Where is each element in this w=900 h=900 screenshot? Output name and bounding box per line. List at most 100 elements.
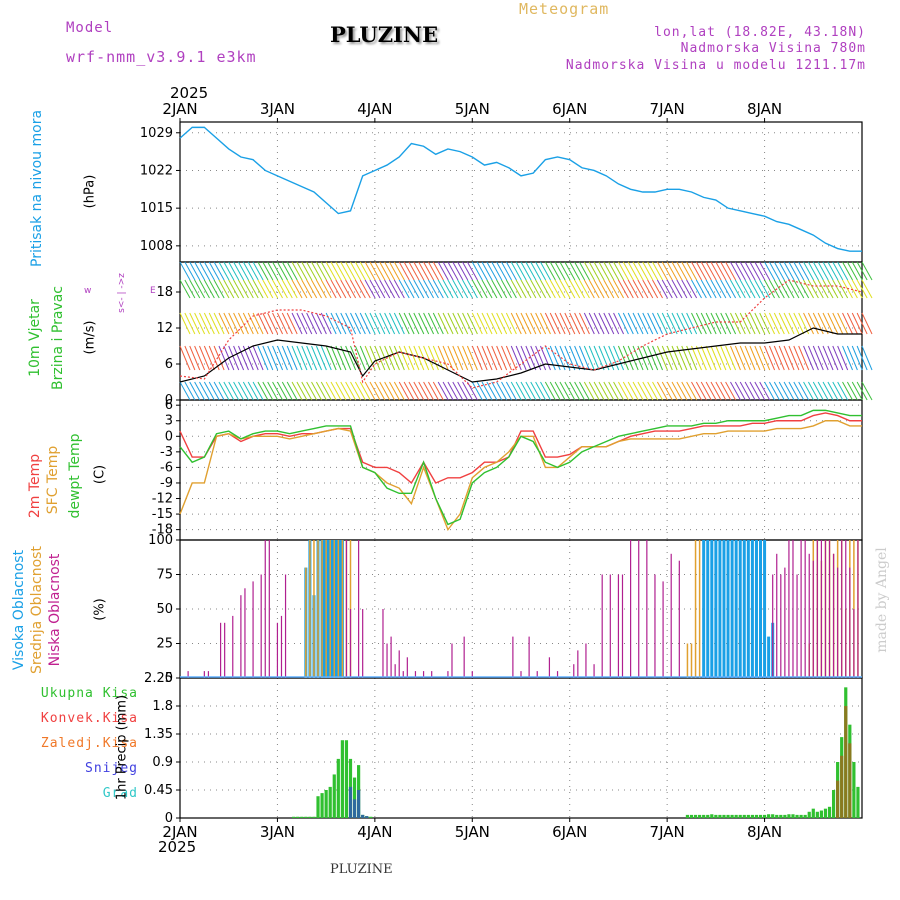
wind-barb (359, 345, 371, 371)
wind-barb (749, 261, 761, 281)
wind-barb (291, 261, 303, 281)
precip-total-bar (344, 740, 349, 818)
wind-barb (822, 261, 834, 281)
cloud-low-bar (362, 609, 364, 678)
x-tick-label-bottom: 5JAN (455, 823, 490, 841)
wind-barb (389, 279, 400, 299)
footer-station: PLUZINE (330, 862, 393, 877)
precip-total-bar (312, 816, 316, 818)
wind-barb (452, 261, 464, 281)
cloud-low-bar (780, 574, 782, 678)
cloud-mid-bar (686, 643, 689, 678)
wind-barb (213, 279, 225, 299)
wind-barb (320, 261, 332, 281)
y-tick-label: -6 (160, 460, 173, 475)
wind-barb (257, 345, 269, 371)
wind-barb (642, 381, 654, 401)
wind-barb (403, 279, 415, 299)
wind-barb (778, 345, 790, 371)
precip-total-bar (803, 814, 807, 818)
wind-barb (199, 381, 210, 401)
wind-barb (666, 312, 678, 335)
wind-barb (812, 261, 824, 281)
wind-barb (486, 261, 498, 281)
wind-barb (403, 312, 415, 335)
wind-barb (218, 279, 230, 299)
wind-barb (374, 312, 386, 335)
wind-barb (179, 312, 191, 335)
wind-barb (798, 381, 810, 401)
wind-barb (564, 261, 576, 281)
wind-barb (564, 345, 576, 371)
cloud-high-bar (710, 540, 714, 678)
cloud-low-bar (431, 671, 433, 678)
wind-barb (764, 345, 776, 371)
wind-barb (189, 381, 201, 401)
wind-barb (281, 381, 293, 401)
wind-barb (471, 381, 483, 401)
wind-barb (252, 261, 264, 281)
wind-barb (691, 381, 702, 401)
wind-barb (247, 312, 259, 335)
wind-barb (496, 345, 508, 371)
wind-barb (720, 381, 732, 401)
wind-barb (798, 345, 810, 371)
precip-ice-bar (844, 706, 848, 818)
cloud-low-bar (280, 615, 283, 678)
wind-barb (311, 381, 322, 401)
wind-barb (535, 381, 547, 401)
wind-barb (252, 312, 264, 335)
wind-barb (359, 279, 371, 299)
wind-barb (354, 381, 366, 401)
wind-barb (189, 345, 201, 371)
cloud-low-bar (788, 540, 790, 678)
wind-barb (354, 279, 366, 299)
wind-barb (574, 312, 586, 335)
x-tick-label-bottom: 3JAN (260, 823, 295, 841)
wind-barb (515, 345, 527, 371)
wind-barb (466, 279, 478, 299)
wind-barb (437, 312, 449, 335)
precip-total-bar (693, 814, 698, 818)
wind-barb (574, 261, 586, 281)
wind-barb (569, 279, 581, 299)
wind-barb (194, 312, 206, 335)
wind-barb (179, 261, 191, 281)
cloud-high-bar (763, 540, 767, 678)
wind-barb (705, 345, 717, 371)
wind-barb (807, 345, 819, 371)
wind-barb (311, 345, 322, 371)
wind-barb (427, 345, 439, 371)
wind-barb (705, 279, 717, 299)
wind-barb (768, 312, 780, 335)
wind-barb (812, 279, 824, 299)
wind-barb (233, 345, 245, 371)
wind-barb (837, 381, 849, 401)
precip-total-bar (320, 793, 324, 818)
wind-barb (549, 279, 561, 299)
wind-barb (291, 279, 303, 299)
cloud-low-bar (617, 574, 620, 678)
wind-barb (730, 345, 741, 371)
wind-barb (817, 279, 829, 299)
precip-total-bar (292, 816, 296, 818)
wind-barb (812, 381, 824, 401)
precip-ice-bar (836, 780, 840, 818)
wind-barb (739, 261, 751, 281)
cloud-low-bar (406, 657, 408, 678)
wind-barb (759, 381, 771, 401)
cloud-low-bar (556, 671, 559, 678)
wind-barb (559, 312, 571, 335)
wind-barb (832, 345, 844, 371)
wind-barb (296, 279, 308, 299)
cloud-high-bar (334, 540, 338, 678)
wind-barb (481, 381, 493, 401)
wind-barb (851, 312, 863, 335)
precip-legend-conv: Konvek.Kisa (40, 711, 138, 726)
precip-total-bar (710, 814, 714, 818)
year-bottom: 2025 (158, 838, 197, 856)
wind-barb (428, 261, 439, 281)
wind-barb (671, 261, 683, 281)
precip-total-bar (316, 796, 320, 818)
wind-barb (471, 279, 483, 299)
